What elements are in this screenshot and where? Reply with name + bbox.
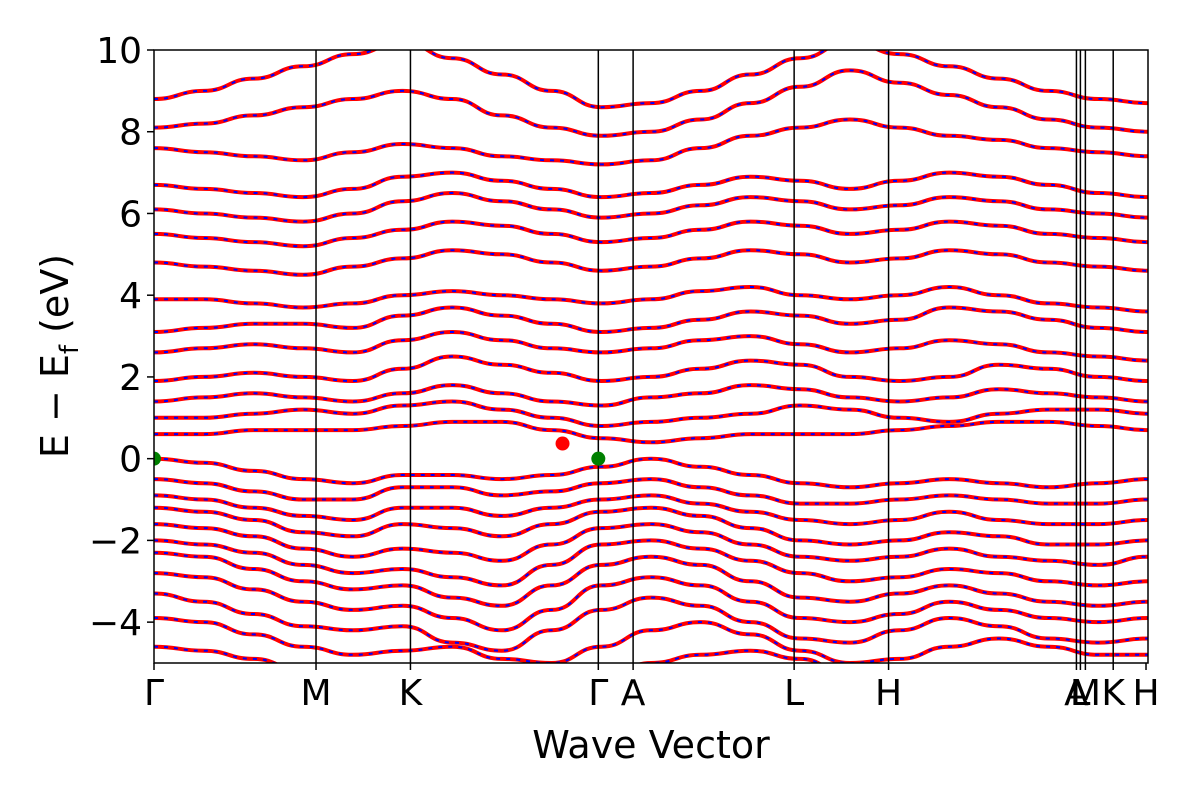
x-axis-ticks: Γ M K Γ A L H ALM K H bbox=[144, 663, 1160, 714]
band-line-solid bbox=[154, 248, 1148, 277]
band-line-dashed bbox=[154, 50, 1148, 109]
kpoint-separators bbox=[315, 50, 1114, 663]
x-tick-label: L bbox=[1070, 673, 1090, 714]
x-tick-label: H bbox=[1132, 673, 1159, 714]
x-tick-label: Γ bbox=[144, 673, 164, 714]
band-line-dashed bbox=[154, 420, 1148, 444]
band-line-dashed bbox=[154, 220, 1148, 248]
x-tick-label: A bbox=[1064, 673, 1089, 714]
band-line-solid bbox=[154, 383, 1148, 408]
band-line-dashed bbox=[154, 523, 1148, 566]
y-tick-label: −2 bbox=[89, 521, 142, 562]
y-tick-label: 0 bbox=[119, 440, 142, 481]
x-tick-label: K bbox=[399, 673, 424, 714]
band-line-solid bbox=[154, 456, 1148, 490]
band-line-dashed bbox=[154, 118, 1148, 166]
x-axis-label: Wave Vector bbox=[532, 723, 770, 767]
band-line-solid bbox=[154, 284, 1148, 314]
band-line-dashed bbox=[154, 330, 1148, 362]
x-tick-label: K bbox=[1101, 673, 1126, 714]
y-axis-label-unit: (eV) bbox=[33, 254, 77, 345]
plot-frame bbox=[153, 49, 1149, 664]
band-lines bbox=[154, 50, 1148, 663]
y-axis-label: E − Ef (eV) bbox=[33, 254, 85, 458]
band-line-dashed bbox=[154, 171, 1148, 199]
y-axis-ticks: −4 −2 0 2 4 6 8 10 bbox=[89, 31, 154, 644]
y-axis-label-subscript: f bbox=[55, 344, 85, 354]
band-line-dashed bbox=[154, 551, 1148, 607]
svg-text:E − Ef (eV): E − Ef (eV) bbox=[33, 254, 85, 458]
band-line-dashed bbox=[154, 478, 1148, 505]
band-line-dashed bbox=[154, 572, 1148, 632]
band-line-dashed bbox=[154, 457, 1148, 489]
y-tick-label: 8 bbox=[119, 113, 142, 154]
y-axis-label-main: E − E bbox=[33, 354, 77, 458]
band-line-solid bbox=[154, 354, 1148, 384]
x-tick-label: A bbox=[621, 673, 646, 714]
y-tick-label: −4 bbox=[89, 603, 142, 644]
band-line-dashed bbox=[154, 494, 1148, 526]
band-line-dashed bbox=[154, 355, 1148, 383]
x-tick-label: H bbox=[875, 673, 902, 714]
band-line-dashed bbox=[154, 384, 1148, 407]
y-tick-label: 6 bbox=[119, 194, 142, 235]
x-tick-label: M bbox=[300, 673, 331, 714]
band-line-solid bbox=[154, 419, 1148, 445]
y-tick-label: 2 bbox=[119, 358, 142, 399]
band-line-solid bbox=[154, 591, 1148, 653]
band-line-solid bbox=[154, 329, 1148, 363]
band-line-dashed bbox=[154, 400, 1148, 428]
band-line-solid bbox=[154, 505, 1148, 547]
band-line-solid bbox=[154, 50, 1148, 110]
band-line-dashed bbox=[154, 539, 1148, 587]
band-line-dashed bbox=[154, 617, 1148, 663]
x-tick-label: Γ bbox=[588, 673, 608, 714]
x-tick-label: M bbox=[1070, 673, 1101, 714]
band-edge-marker bbox=[591, 451, 606, 466]
band-line-solid bbox=[154, 219, 1148, 249]
band-line-dashed bbox=[154, 306, 1148, 334]
y-tick-label: 4 bbox=[119, 276, 142, 317]
band-line-solid bbox=[154, 117, 1148, 167]
band-edge-markers bbox=[154, 436, 606, 466]
y-tick-label: 10 bbox=[96, 31, 142, 72]
x-tick-label: L bbox=[784, 673, 804, 714]
band-edge-marker bbox=[154, 451, 161, 466]
band-edge-marker bbox=[555, 436, 570, 451]
band-line-dashed bbox=[154, 191, 1148, 223]
band-line-dashed bbox=[154, 69, 1148, 137]
band-line-dashed bbox=[154, 249, 1148, 276]
